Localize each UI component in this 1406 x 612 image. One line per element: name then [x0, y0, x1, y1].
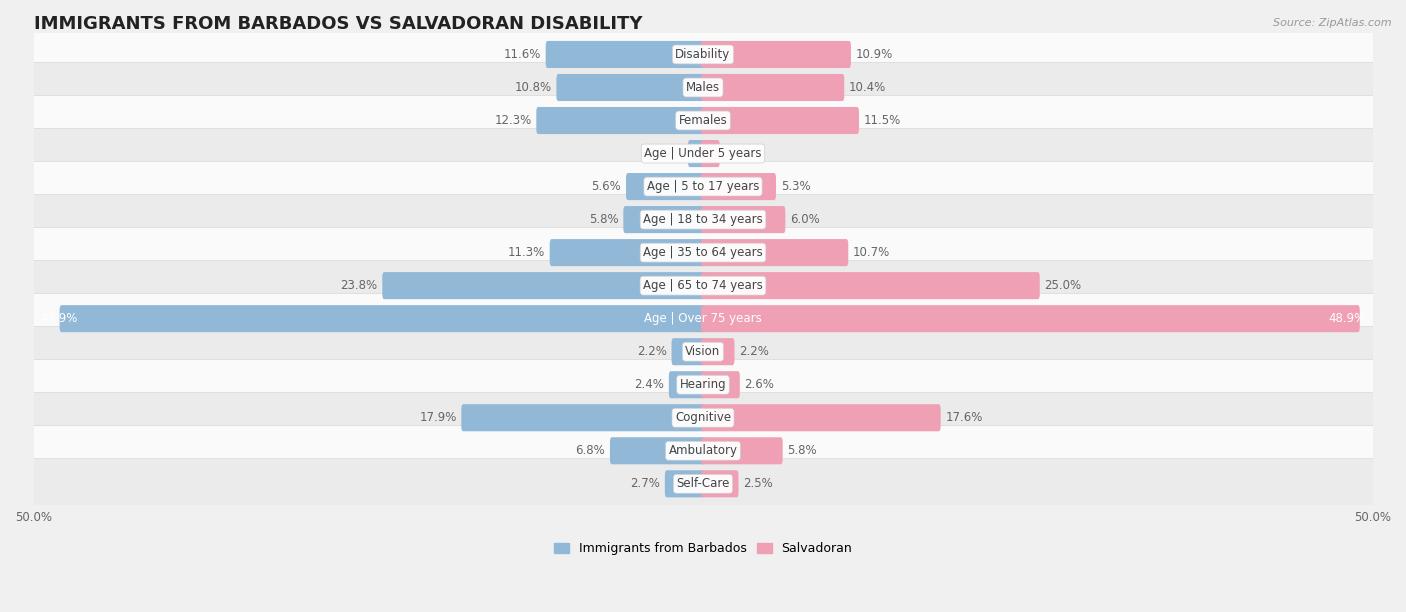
- FancyBboxPatch shape: [536, 107, 704, 134]
- FancyBboxPatch shape: [30, 195, 1376, 245]
- FancyBboxPatch shape: [702, 371, 740, 398]
- Text: 10.4%: 10.4%: [849, 81, 886, 94]
- Text: 11.3%: 11.3%: [508, 246, 546, 259]
- FancyBboxPatch shape: [30, 129, 1376, 179]
- FancyBboxPatch shape: [702, 41, 851, 68]
- Text: 10.8%: 10.8%: [515, 81, 551, 94]
- FancyBboxPatch shape: [30, 62, 1376, 113]
- FancyBboxPatch shape: [669, 371, 704, 398]
- FancyBboxPatch shape: [688, 140, 704, 167]
- FancyBboxPatch shape: [30, 95, 1376, 146]
- FancyBboxPatch shape: [672, 338, 704, 365]
- Text: Hearing: Hearing: [679, 378, 727, 391]
- FancyBboxPatch shape: [610, 437, 704, 465]
- FancyBboxPatch shape: [702, 173, 776, 200]
- Text: 23.8%: 23.8%: [340, 279, 378, 292]
- Text: Males: Males: [686, 81, 720, 94]
- Text: 47.9%: 47.9%: [41, 312, 77, 325]
- FancyBboxPatch shape: [702, 140, 720, 167]
- Text: 5.6%: 5.6%: [592, 180, 621, 193]
- Text: 6.0%: 6.0%: [790, 213, 820, 226]
- Text: 6.8%: 6.8%: [575, 444, 605, 457]
- Text: 5.8%: 5.8%: [589, 213, 619, 226]
- Text: Vision: Vision: [685, 345, 721, 358]
- Text: 11.6%: 11.6%: [503, 48, 541, 61]
- FancyBboxPatch shape: [702, 206, 786, 233]
- Text: 0.97%: 0.97%: [647, 147, 683, 160]
- Text: 1.1%: 1.1%: [724, 147, 754, 160]
- Text: Source: ZipAtlas.com: Source: ZipAtlas.com: [1274, 18, 1392, 28]
- Text: Age | 65 to 74 years: Age | 65 to 74 years: [643, 279, 763, 292]
- FancyBboxPatch shape: [30, 459, 1376, 509]
- Text: 17.6%: 17.6%: [945, 411, 983, 424]
- Text: Age | Under 5 years: Age | Under 5 years: [644, 147, 762, 160]
- FancyBboxPatch shape: [30, 327, 1376, 377]
- Text: 2.7%: 2.7%: [630, 477, 661, 490]
- FancyBboxPatch shape: [665, 470, 704, 498]
- FancyBboxPatch shape: [702, 272, 1040, 299]
- Text: Disability: Disability: [675, 48, 731, 61]
- FancyBboxPatch shape: [557, 74, 704, 101]
- FancyBboxPatch shape: [702, 74, 844, 101]
- FancyBboxPatch shape: [30, 162, 1376, 212]
- Text: 2.5%: 2.5%: [744, 477, 773, 490]
- FancyBboxPatch shape: [30, 294, 1376, 344]
- FancyBboxPatch shape: [30, 360, 1376, 410]
- Text: 2.2%: 2.2%: [637, 345, 666, 358]
- Text: 5.8%: 5.8%: [787, 444, 817, 457]
- Text: 11.5%: 11.5%: [863, 114, 901, 127]
- Text: 12.3%: 12.3%: [495, 114, 531, 127]
- FancyBboxPatch shape: [702, 338, 734, 365]
- FancyBboxPatch shape: [382, 272, 704, 299]
- FancyBboxPatch shape: [30, 261, 1376, 311]
- FancyBboxPatch shape: [702, 404, 941, 431]
- FancyBboxPatch shape: [702, 437, 783, 465]
- Text: Females: Females: [679, 114, 727, 127]
- FancyBboxPatch shape: [461, 404, 704, 431]
- Text: 17.9%: 17.9%: [419, 411, 457, 424]
- Text: 10.9%: 10.9%: [856, 48, 893, 61]
- FancyBboxPatch shape: [623, 206, 704, 233]
- FancyBboxPatch shape: [702, 305, 1360, 332]
- Text: 2.6%: 2.6%: [745, 378, 775, 391]
- FancyBboxPatch shape: [550, 239, 704, 266]
- Text: Age | 18 to 34 years: Age | 18 to 34 years: [643, 213, 763, 226]
- Text: 2.2%: 2.2%: [740, 345, 769, 358]
- FancyBboxPatch shape: [30, 426, 1376, 476]
- Text: IMMIGRANTS FROM BARBADOS VS SALVADORAN DISABILITY: IMMIGRANTS FROM BARBADOS VS SALVADORAN D…: [34, 15, 643, 33]
- FancyBboxPatch shape: [30, 393, 1376, 443]
- Text: 5.3%: 5.3%: [780, 180, 810, 193]
- FancyBboxPatch shape: [30, 228, 1376, 278]
- Text: Age | 35 to 64 years: Age | 35 to 64 years: [643, 246, 763, 259]
- Text: Self-Care: Self-Care: [676, 477, 730, 490]
- FancyBboxPatch shape: [702, 107, 859, 134]
- Legend: Immigrants from Barbados, Salvadoran: Immigrants from Barbados, Salvadoran: [548, 537, 858, 561]
- Text: Age | 5 to 17 years: Age | 5 to 17 years: [647, 180, 759, 193]
- FancyBboxPatch shape: [702, 239, 848, 266]
- Text: Ambulatory: Ambulatory: [668, 444, 738, 457]
- FancyBboxPatch shape: [626, 173, 704, 200]
- Text: 10.7%: 10.7%: [853, 246, 890, 259]
- FancyBboxPatch shape: [546, 41, 704, 68]
- FancyBboxPatch shape: [702, 470, 738, 498]
- Text: Age | Over 75 years: Age | Over 75 years: [644, 312, 762, 325]
- Text: 48.9%: 48.9%: [1329, 312, 1365, 325]
- Text: Cognitive: Cognitive: [675, 411, 731, 424]
- FancyBboxPatch shape: [30, 29, 1376, 80]
- Text: 2.4%: 2.4%: [634, 378, 664, 391]
- FancyBboxPatch shape: [59, 305, 704, 332]
- Text: 25.0%: 25.0%: [1045, 279, 1081, 292]
